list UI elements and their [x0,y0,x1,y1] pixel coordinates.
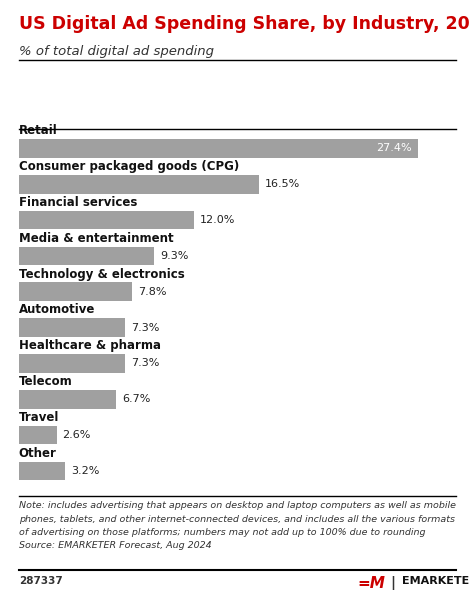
Bar [19,283,133,301]
Text: 12.0%: 12.0% [199,215,235,225]
Text: 27.4%: 27.4% [376,144,412,153]
Text: |: | [390,576,395,590]
Text: Technology & electronics: Technology & electronics [19,268,185,281]
Text: 2.6%: 2.6% [63,430,91,440]
Bar [19,175,259,193]
Bar [19,247,154,265]
Text: 7.3%: 7.3% [131,358,159,368]
Text: Media & entertainment: Media & entertainment [19,232,173,245]
Text: Source: EMARKETER Forecast, Aug 2024: Source: EMARKETER Forecast, Aug 2024 [19,541,212,550]
Bar [19,318,125,337]
Text: of advertising on those platforms; numbers may not add up to 100% due to roundin: of advertising on those platforms; numbe… [19,528,425,537]
Text: Telecom: Telecom [19,375,72,388]
Text: 9.3%: 9.3% [160,251,188,261]
Text: % of total digital ad spending: % of total digital ad spending [19,45,214,58]
Text: EMARKETER: EMARKETER [402,576,470,586]
Text: 7.8%: 7.8% [138,287,167,297]
Bar [19,354,125,373]
Text: Retail: Retail [19,125,57,137]
Text: Other: Other [19,447,57,460]
Bar [19,426,57,444]
Bar [19,139,418,158]
Text: Travel: Travel [19,411,59,424]
Text: 287337: 287337 [19,576,63,586]
Bar [19,211,194,229]
Text: Healthcare & pharma: Healthcare & pharma [19,339,161,352]
Text: 6.7%: 6.7% [122,394,150,404]
Bar [19,390,117,409]
Text: 16.5%: 16.5% [265,179,300,189]
Text: 3.2%: 3.2% [71,466,100,476]
Text: Note: includes advertising that appears on desktop and laptop computers as well : Note: includes advertising that appears … [19,501,456,510]
Bar [19,462,65,480]
Text: =M: =M [357,576,385,591]
Text: US Digital Ad Spending Share, by Industry, 2024: US Digital Ad Spending Share, by Industr… [19,15,470,33]
Text: 7.3%: 7.3% [131,323,159,332]
Text: Financial services: Financial services [19,196,137,209]
Text: phones, tablets, and other internet-connected devices, and includes all the vari: phones, tablets, and other internet-conn… [19,515,455,524]
Text: Consumer packaged goods (CPG): Consumer packaged goods (CPG) [19,160,239,173]
Text: Automotive: Automotive [19,304,95,316]
